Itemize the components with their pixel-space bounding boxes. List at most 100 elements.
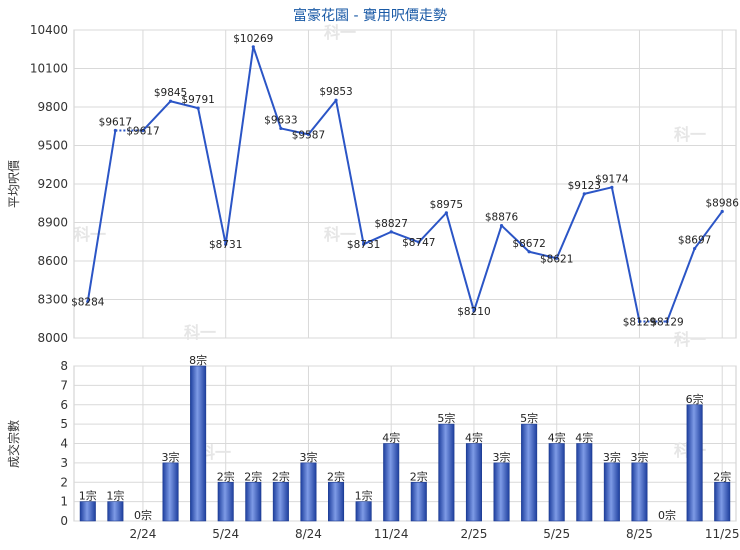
price-gridlines — [74, 29, 736, 339]
price-data-label: $9174 — [595, 173, 629, 185]
volume-data-label: 2宗 — [410, 469, 428, 483]
volume-bar — [631, 462, 648, 522]
watermark: 科一 — [74, 225, 106, 244]
price-line-segment — [142, 100, 172, 132]
chart-title: 富豪花園 - 實用呎價走勢 — [293, 7, 447, 24]
volume-data-label: 3宗 — [299, 450, 317, 464]
price-point — [86, 299, 90, 304]
volume-y-tick-label: 4 — [60, 437, 68, 451]
volume-bar — [686, 404, 703, 522]
price-y-tick-label: 10400 — [30, 23, 68, 37]
price-y-tick-label: 8300 — [37, 293, 68, 307]
volume-bar — [603, 462, 620, 522]
price-data-label: $8621 — [540, 253, 573, 265]
volume-data-label: 1宗 — [355, 489, 373, 503]
price-point — [637, 319, 642, 324]
x-tick-label: 2/24 — [129, 527, 156, 541]
price-y-tick-label: 9200 — [37, 177, 68, 191]
volume-data-label: 2宗 — [217, 469, 235, 483]
volume-bar — [355, 501, 372, 522]
volume-bar — [162, 462, 179, 522]
volume-y-tick-label: 1 — [60, 495, 68, 509]
price-point — [444, 211, 448, 215]
volume-data-label: 3宗 — [162, 450, 180, 464]
price-line-segment — [86, 130, 117, 302]
price-point — [141, 128, 145, 133]
volume-data-label: 3宗 — [630, 450, 648, 464]
volume-bar — [272, 481, 289, 522]
volume-bar — [576, 443, 593, 522]
volume-gridlines — [74, 365, 736, 522]
price-line-segment — [363, 230, 392, 246]
price-y-tick-label: 8000 — [37, 331, 68, 345]
volume-bar — [190, 365, 207, 522]
volume-y-tick-label: 5 — [60, 417, 68, 431]
price-data-label: $8129 — [623, 316, 656, 328]
x-tick-label: 11/24 — [374, 527, 409, 541]
x-tick-label: 11/25 — [705, 527, 740, 541]
price-data-label: $8672 — [512, 238, 545, 250]
price-data-label: $8284 — [71, 297, 105, 309]
volume-bar — [383, 443, 400, 522]
volume-data-label: 2宗 — [327, 469, 345, 483]
x-tick-label: 5/25 — [543, 527, 570, 541]
volume-y-tick-label: 8 — [60, 359, 68, 373]
price-point — [279, 126, 283, 131]
watermark: 科一 — [324, 225, 356, 244]
price-point — [499, 223, 504, 228]
volume-bar — [217, 481, 234, 522]
watermark: 科一 — [674, 125, 706, 144]
volume-bar — [521, 423, 538, 522]
price-data-label: $8731 — [347, 239, 380, 251]
volume-data-label: 1宗 — [106, 489, 124, 503]
price-data-label: $8975 — [430, 199, 463, 211]
price-line-segment — [584, 186, 613, 195]
volume-bar — [107, 501, 124, 522]
price-y-axis-label: 平均呎價 — [7, 160, 21, 208]
price-data-label: $9633 — [264, 114, 297, 126]
price-point — [720, 209, 724, 214]
volume-y-axis-label: 成交宗數 — [6, 420, 21, 468]
price-point — [362, 242, 366, 246]
price-point — [168, 99, 173, 103]
price-point — [582, 192, 586, 196]
watermark: 科一 — [199, 443, 231, 462]
price-y-tick-label: 9500 — [37, 139, 68, 153]
volume-bar — [328, 481, 345, 522]
volume-bar — [438, 423, 455, 522]
price-line-segment — [693, 210, 724, 250]
price-y-tick-label: 8600 — [37, 254, 68, 268]
price-data-label: $9617 — [99, 116, 132, 128]
price-data-label: $8827 — [375, 218, 408, 230]
price-point — [610, 185, 614, 189]
price-line-segment — [252, 46, 282, 129]
volume-data-label: 3宗 — [603, 450, 621, 464]
price-line-segment — [528, 250, 557, 260]
x-tick-label: 5/24 — [212, 527, 239, 541]
volume-y-tick-label: 3 — [60, 456, 68, 470]
volume-bar — [465, 443, 482, 522]
price-y-tick-label: 9800 — [37, 100, 68, 114]
price-data-label: $8986 — [706, 197, 740, 209]
price-data-label: $8747 — [402, 237, 435, 249]
price-line-segment — [610, 187, 641, 322]
volume-bar — [548, 443, 565, 522]
watermark: 科一 — [674, 330, 706, 349]
volume-bars — [79, 365, 731, 522]
volume-y-tick-label: 7 — [60, 378, 68, 392]
price-line-segment — [666, 248, 696, 322]
price-line-segment — [224, 46, 255, 245]
price-point — [472, 309, 476, 313]
price-point — [224, 242, 228, 246]
price-y-ticks: 8000 8300 8600 8900 9200 9500 9800 10100 10400 — [30, 23, 68, 345]
price-line-segment — [197, 107, 227, 245]
price-point — [665, 319, 669, 324]
price-line-segment — [307, 99, 337, 135]
volume-data-label: 1宗 — [79, 489, 97, 503]
volume-x-ticks: 2/24 5/24 8/24 11/24 2/25 5/25 8/25 11/25 — [129, 527, 739, 541]
volume-bar — [245, 481, 262, 522]
watermark: 科一 — [324, 23, 356, 42]
volume-data-labels: 1宗 1宗 0宗 3宗 8宗 2宗 2宗 2宗 3宗 2宗 1宗 4宗 2宗 5宗 4宗 3宗 5宗 4宗 4宗 3宗… — [79, 353, 731, 522]
volume-data-label: 4宗 — [575, 431, 593, 445]
